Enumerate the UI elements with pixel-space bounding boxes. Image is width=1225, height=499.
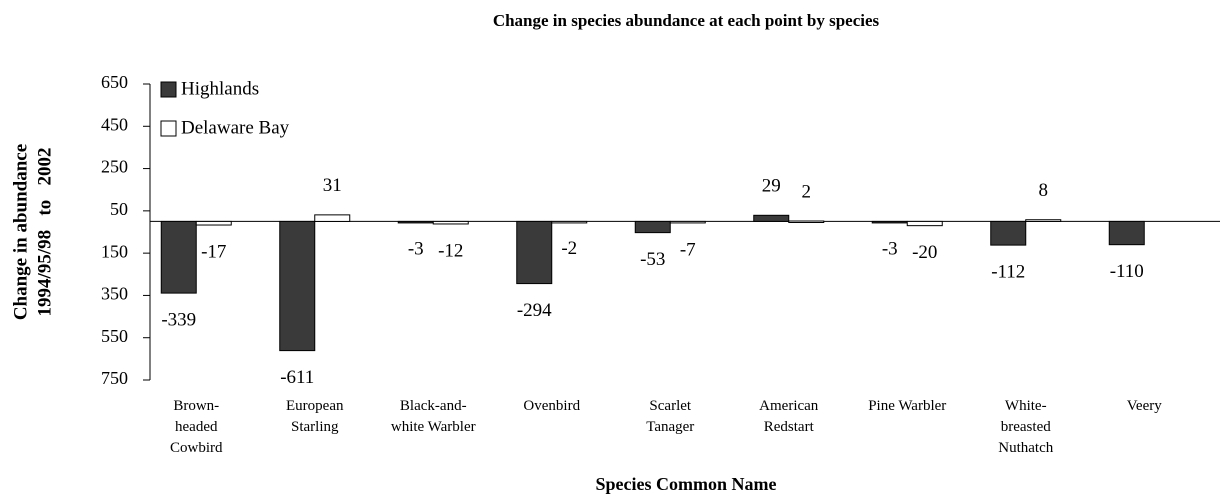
chart-title: Change in species abundance at each poin… (493, 11, 880, 30)
data-label: -20 (912, 242, 937, 263)
bar (906, 220, 943, 227)
y-tick-label: 250 (101, 157, 128, 177)
legend-label: Highlands (181, 78, 259, 99)
bar (432, 220, 469, 225)
legend-swatch (160, 120, 177, 137)
x-tick-label: Veery (1126, 398, 1162, 414)
y-tick-label: 350 (101, 284, 128, 304)
x-tick-label: Scarlet Tanager (646, 398, 695, 435)
x-tick-label: European Starling (286, 398, 344, 435)
y-axis-label: 1994/95/98 to 2002 (34, 148, 55, 317)
data-label: 2 (802, 181, 812, 202)
data-label: 8 (1039, 180, 1049, 201)
x-tick-label: Brown- headed Cowbird (170, 398, 223, 456)
data-label: -12 (438, 240, 463, 261)
bar (634, 220, 671, 234)
data-label: -2 (561, 238, 577, 259)
y-tick-label: 50 (110, 199, 128, 219)
x-tick-label: White- breasted Nuthatch (998, 398, 1054, 456)
bar (871, 220, 908, 224)
data-label: -53 (640, 249, 665, 270)
y-tick-label: 150 (101, 241, 128, 261)
legend-swatch (160, 81, 177, 98)
data-label: -3 (408, 238, 424, 259)
bar (279, 220, 316, 352)
y-tick-label: 550 (101, 326, 128, 346)
data-label: -110 (1110, 261, 1144, 282)
bar (551, 220, 588, 224)
y-tick-label: 650 (101, 72, 128, 92)
y-tick-label: 750 (101, 368, 128, 388)
bar (1108, 220, 1145, 246)
bar (990, 220, 1027, 246)
data-label: -339 (161, 309, 196, 330)
x-axis-label: Species Common Name (596, 474, 777, 494)
x-tick-label: American Redstart (759, 398, 819, 435)
bar (753, 214, 790, 222)
data-label: -7 (680, 239, 696, 260)
bar (788, 220, 825, 224)
y-tick-label: 450 (101, 114, 128, 134)
bar (160, 220, 197, 294)
data-label: -112 (991, 261, 1025, 282)
x-tick-label: Ovenbird (523, 398, 581, 414)
data-label: 31 (323, 175, 342, 196)
bar (669, 220, 706, 224)
data-label: -17 (201, 241, 226, 262)
legend-label: Delaware Bay (181, 117, 290, 138)
bar (1025, 219, 1062, 222)
bar (516, 220, 553, 285)
x-tick-label: Pine Warbler (868, 398, 947, 414)
bar (397, 220, 434, 224)
bar (195, 220, 232, 226)
data-label: -3 (882, 238, 898, 259)
data-label: -294 (517, 300, 552, 321)
data-label: -611 (280, 367, 314, 388)
bar (314, 214, 351, 222)
x-tick-label: Black-and- white Warbler (390, 398, 476, 435)
data-label: 29 (762, 176, 781, 197)
y-axis-label: Change in abundance (10, 144, 31, 320)
